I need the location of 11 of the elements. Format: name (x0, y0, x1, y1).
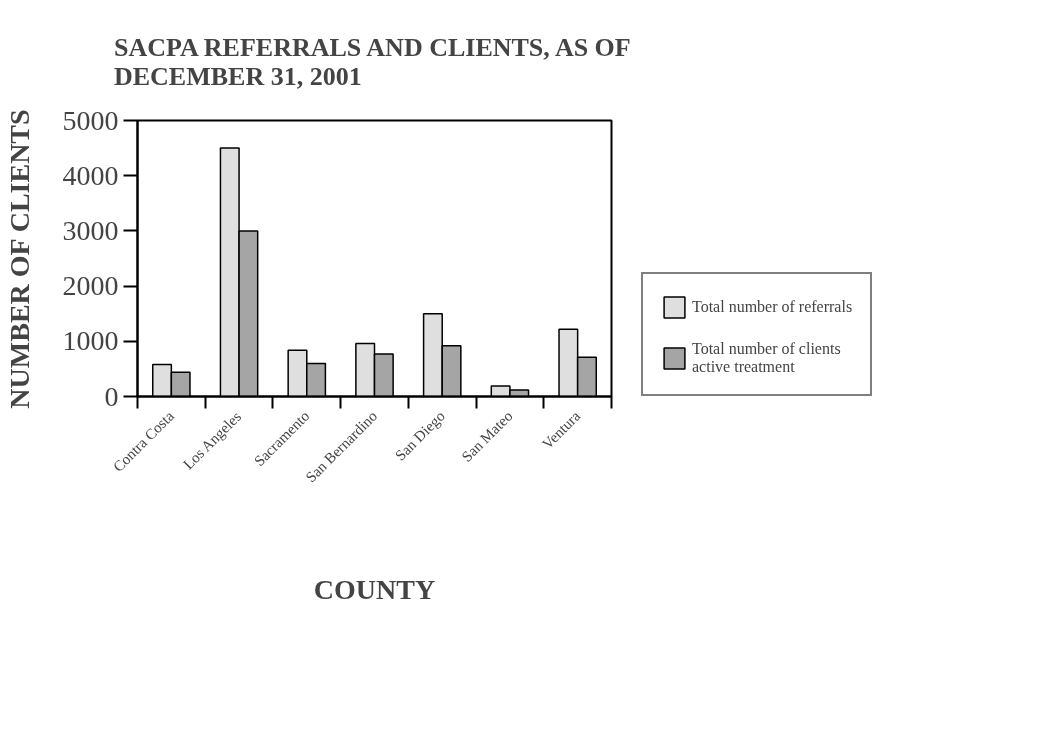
y-tick-label: 0 (104, 380, 119, 412)
x-axis-title: COUNTY (313, 574, 436, 606)
y-tick-label: 1000 (62, 325, 119, 357)
y-tick-label: 3000 (62, 214, 119, 246)
legend-label: Total number of referrals (692, 297, 853, 317)
y-tick-label: 4000 (62, 159, 119, 191)
chart-title: SACPA REFERRALS AND CLIENTS, AS OF DECEMBER 31, 2001 (113, 32, 631, 91)
y-tick-label: 5000 (62, 104, 119, 136)
y-axis-title: NUMBER OF CLIENTS (3, 109, 35, 409)
legend-label: Total number of clients active treatment (692, 340, 841, 376)
y-tick-label: 2000 (62, 270, 119, 302)
